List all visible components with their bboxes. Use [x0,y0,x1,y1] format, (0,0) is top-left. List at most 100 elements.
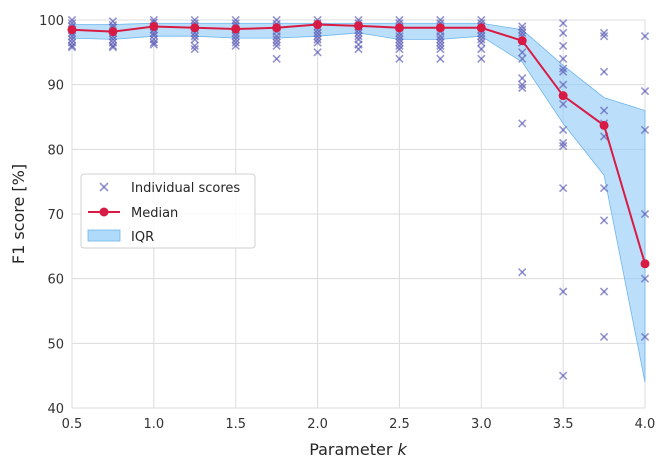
score-point-x0-5 [67,42,77,52]
score-point-x3-75 [599,216,609,225]
score-point-x1-5 [231,32,240,41]
score-point-x1-25 [190,35,199,44]
legend-swatch-iqr [87,229,121,242]
legend-box [80,173,256,249]
x-axis-variable: k [398,440,408,459]
x-tick-label: 3.0 [471,417,492,432]
score-point-x1-75 [272,32,281,41]
median-point-x2-75 [435,23,445,33]
score-point-x2 [313,28,322,38]
score-point-x2-25 [354,44,363,54]
score-point-x1-25 [190,15,199,25]
x-tick-label: 3.5 [553,417,574,432]
score-point-x3-25 [518,54,527,63]
median-point-x1-5 [231,24,241,34]
legend: Individual scores Median IQR [80,173,256,249]
y-tick-label: 100 [39,14,64,29]
median-point-x0-5 [67,25,77,35]
score-point-x2-75 [436,32,445,41]
score-point-x2-25 [354,32,363,41]
score-point-x3-75 [599,28,609,38]
score-point-x1-25 [190,32,199,41]
score-point-x3-25 [518,80,527,89]
score-point-x4 [640,274,650,283]
score-point-x2-5 [395,35,404,44]
median-point-x3 [476,23,486,33]
score-point-x1-5 [231,41,240,51]
score-point-x2-75 [436,38,445,47]
legend-marker-median [88,207,120,217]
tick-labels: 0.5 1.0 1.5 2.0 2.5 3.0 3.5 4.0 40 50 60 70 80 90 100 [39,14,655,432]
x-tick-label: 2.5 [389,417,410,432]
score-point-x3 [477,15,486,25]
y-axis-title: F1 score [%] [9,164,28,264]
score-point-x2-5 [395,54,404,63]
score-point-x3-25 [518,119,527,128]
score-point-x1-75 [272,38,281,47]
y-tick-label: 60 [47,273,64,288]
score-point-x2-75 [436,44,445,54]
score-point-x0-5 [67,19,77,28]
median-point-x2-25 [354,21,363,31]
median-point-x0-75 [108,27,118,37]
y-tick-label: 70 [47,208,64,223]
score-point-x3 [477,35,486,44]
score-point-x0-5 [67,15,77,25]
score-point-x3-25 [518,28,527,38]
score-point-x3-5 [558,125,568,135]
score-point-x0-75 [108,35,118,44]
score-point-x3-75 [599,106,609,115]
x-axis-title-text: Parameter [309,440,393,459]
score-point-x2-5 [395,41,404,51]
score-point-x3-5 [558,183,568,193]
y-tick-label: 40 [47,402,64,417]
score-point-x3 [477,54,486,63]
score-point-x2-75 [436,54,445,63]
score-point-x3 [477,38,486,47]
score-point-x2 [313,38,322,47]
score-point-x1 [149,40,159,49]
score-point-x3-75 [599,332,609,342]
median-point-x3-25 [517,36,527,46]
score-point-x3-25 [518,22,527,31]
median-point-x3-75 [599,120,609,130]
score-point-x3-5 [558,64,568,73]
score-point-x2-25 [354,28,363,38]
score-point-x3-5 [558,41,568,51]
score-point-x1-25 [190,41,199,51]
score-point-x2-5 [395,15,404,25]
legend-marker-individual [99,182,109,192]
score-point-x3-5 [558,99,568,109]
score-point-x2 [313,48,322,57]
score-point-x3 [477,32,486,41]
y-tick-label: 50 [47,337,64,352]
score-point-x1-75 [272,54,281,63]
score-point-x3-25 [518,268,527,277]
score-point-x3-25 [518,25,527,34]
y-tick-label: 90 [47,79,64,94]
score-point-x2-75 [436,15,445,25]
score-point-x0-5 [67,32,77,41]
score-point-x0-5 [67,35,77,44]
score-point-x4 [640,86,650,96]
score-point-x3-5 [558,67,568,76]
legend-label-iqr: IQR [131,230,154,245]
median-point-x1-25 [190,23,200,33]
score-point-x1 [149,28,159,38]
score-point-x3-25 [518,74,527,83]
score-point-x2 [313,35,322,44]
median-point-x4 [640,259,650,269]
score-point-x3-5 [558,138,568,148]
median-layer [67,20,650,269]
score-point-x3-5 [558,19,568,28]
score-point-x2-75 [436,35,445,44]
score-point-x3-75 [599,183,609,193]
score-point-x1-25 [190,44,199,54]
score-point-x0-5 [67,41,77,51]
score-point-x2-75 [436,41,445,51]
score-point-x2-5 [395,44,404,54]
score-point-x3-5 [558,141,568,151]
score-point-x0-75 [108,42,118,52]
x-tick-label: 2.0 [307,417,328,432]
